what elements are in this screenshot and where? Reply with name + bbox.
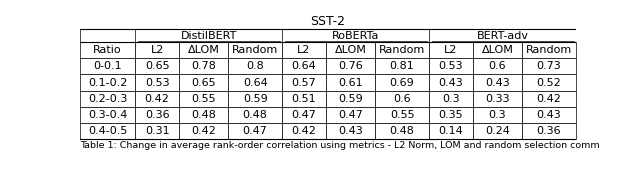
Text: Table 1: Change in average rank-order correlation using metrics - L2 Norm, LOM a: Table 1: Change in average rank-order co… xyxy=(80,141,600,151)
Text: DistilBERT: DistilBERT xyxy=(180,31,237,41)
Text: SST-2: SST-2 xyxy=(310,15,346,28)
Text: BERT-adv: BERT-adv xyxy=(477,31,529,41)
Text: RoBERTa: RoBERTa xyxy=(332,31,380,41)
